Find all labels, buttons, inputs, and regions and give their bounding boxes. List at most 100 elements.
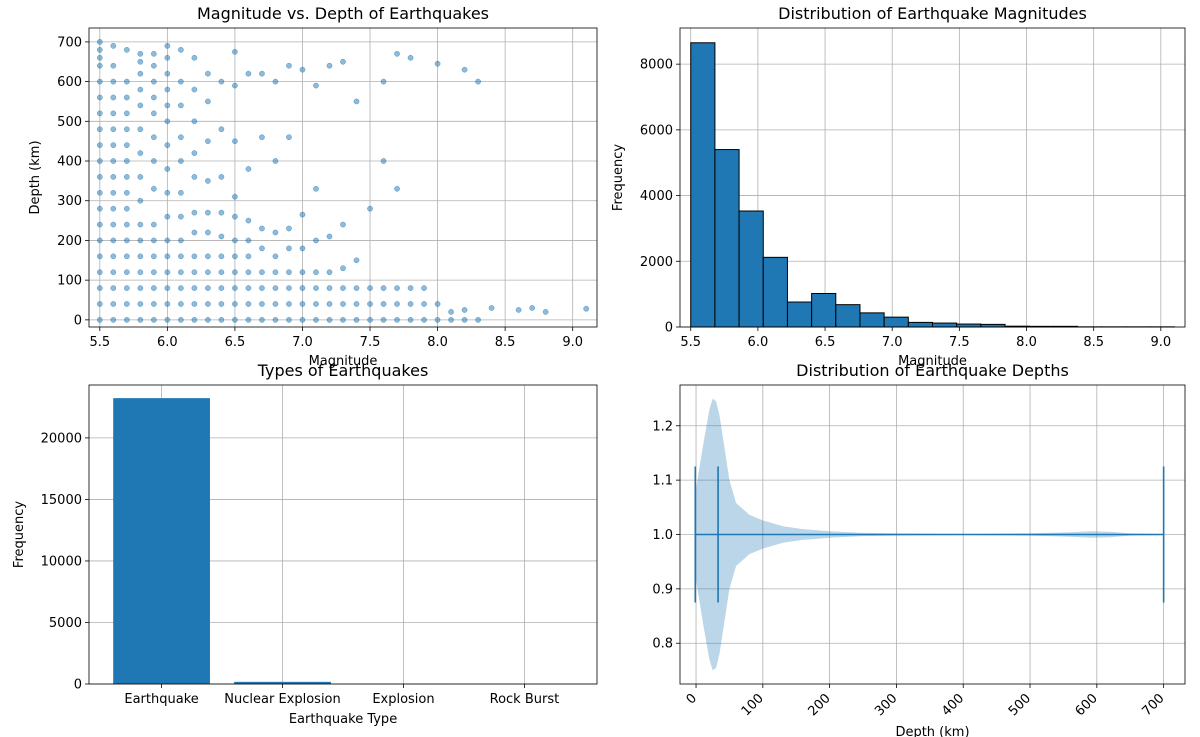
- chart-title: Magnitude vs. Depth of Earthquakes: [197, 4, 489, 23]
- scatter-point: [205, 209, 211, 216]
- x-tick-label: 300: [872, 691, 900, 719]
- scatter-point: [488, 305, 495, 311]
- plot-marks: [694, 398, 1165, 671]
- scatter-point: [461, 66, 468, 73]
- y-tick-label: 15000: [41, 493, 82, 508]
- x-tick-label: 8.5: [1083, 335, 1104, 350]
- scatter-point: [218, 253, 225, 260]
- scatter-point: [151, 301, 157, 307]
- x-tick-label: 9.0: [562, 335, 583, 350]
- x-tick-label: 9.0: [1150, 335, 1171, 350]
- scatter-point: [326, 233, 333, 240]
- scatter-point: [123, 237, 130, 244]
- x-tick-label: 7.5: [949, 335, 970, 350]
- scatter-point: [151, 253, 157, 260]
- scatter-point: [110, 62, 117, 69]
- scatter-point: [123, 285, 130, 291]
- scatter-point: [232, 253, 238, 260]
- chart-title: Distribution of Earthquake Depths: [796, 361, 1069, 380]
- scatter-point: [110, 43, 117, 49]
- scatter-point: [191, 317, 198, 323]
- scatter-point: [164, 54, 171, 61]
- chart-3: Types of Earthquakes Earthquake Type Frequ…: [12, 361, 598, 727]
- scatter-point: [191, 269, 198, 276]
- scatter-point: [394, 317, 400, 323]
- scatter-point: [96, 253, 103, 260]
- scatter-point: [151, 134, 157, 141]
- scatter-point: [137, 269, 144, 276]
- scatter-point: [407, 285, 414, 291]
- scatter-point: [529, 305, 535, 311]
- x-tick-label: 7.0: [292, 335, 313, 350]
- scatter-point: [394, 301, 400, 307]
- scatter-point: [259, 285, 265, 291]
- scatter-point: [137, 50, 144, 57]
- histogram-bar: [762, 256, 788, 328]
- scatter-point: [96, 285, 103, 291]
- scatter-point: [259, 134, 265, 141]
- scatter-point: [205, 229, 211, 236]
- scatter-point: [245, 253, 252, 260]
- x-tick-label: 8.0: [427, 335, 448, 350]
- scatter-point: [286, 134, 292, 141]
- scatter-point: [272, 317, 279, 323]
- scatter-point: [272, 158, 279, 164]
- scatter-point: [151, 237, 157, 244]
- scatter-point: [232, 138, 238, 145]
- scatter-point: [205, 98, 211, 105]
- y-tick-label: 5000: [49, 616, 82, 631]
- scatter-point: [205, 269, 211, 276]
- scatter-point: [286, 245, 292, 252]
- axes-frame: [88, 384, 598, 685]
- histogram-bar: [956, 323, 982, 328]
- scatter-point: [218, 78, 225, 85]
- scatter-point: [232, 213, 238, 220]
- y-tick-label: 1.1: [652, 474, 673, 489]
- scatter-point: [313, 237, 319, 244]
- scatter-point: [218, 269, 225, 276]
- scatter-point: [164, 142, 171, 148]
- scatter-point: [178, 158, 184, 164]
- scatter-point: [272, 269, 279, 276]
- histogram-bar: [859, 312, 885, 328]
- scatter-point: [461, 317, 468, 323]
- scatter-point: [407, 54, 414, 61]
- scatter-point: [123, 221, 130, 228]
- scatter-point: [299, 66, 306, 73]
- scatter-point: [191, 301, 198, 307]
- scatter-point: [421, 301, 427, 307]
- scatter-point: [110, 301, 117, 307]
- scatter-point: [164, 269, 171, 276]
- scatter-point: [123, 317, 130, 323]
- chart-4: Distribution of Earthquake Depths Depth (…: [652, 361, 1186, 737]
- scatter-point: [272, 229, 279, 236]
- scatter-point: [353, 285, 360, 291]
- scatter-point: [272, 285, 279, 291]
- x-tick-label: 5.5: [680, 335, 701, 350]
- y-tick-label: 500: [57, 115, 82, 130]
- scatter-point: [96, 142, 103, 148]
- scatter-point: [123, 174, 130, 180]
- scatter-point: [421, 285, 427, 291]
- scatter-point: [232, 285, 238, 291]
- chart-2: Distribution of Earthquake Magnitudes Mag…: [611, 4, 1186, 369]
- scatter-point: [110, 237, 117, 244]
- y-axis-label: Depth (km): [28, 140, 43, 214]
- scatter-point: [218, 174, 225, 180]
- scatter-point: [299, 269, 306, 276]
- scatter-point: [326, 62, 333, 69]
- histogram-bar: [835, 304, 861, 328]
- scatter-point: [232, 237, 238, 244]
- scatter-point: [110, 285, 117, 291]
- scatter-point: [461, 307, 468, 313]
- scatter-point: [448, 317, 454, 323]
- scatter-point: [96, 126, 103, 133]
- scatter-point: [232, 269, 238, 276]
- scatter-point: [259, 225, 265, 232]
- scatter-point: [245, 301, 252, 307]
- scatter-point: [191, 229, 198, 236]
- scatter-point: [407, 301, 414, 307]
- scatter-point: [259, 245, 265, 252]
- plot-marks: [113, 398, 573, 684]
- scatter-point: [96, 237, 103, 244]
